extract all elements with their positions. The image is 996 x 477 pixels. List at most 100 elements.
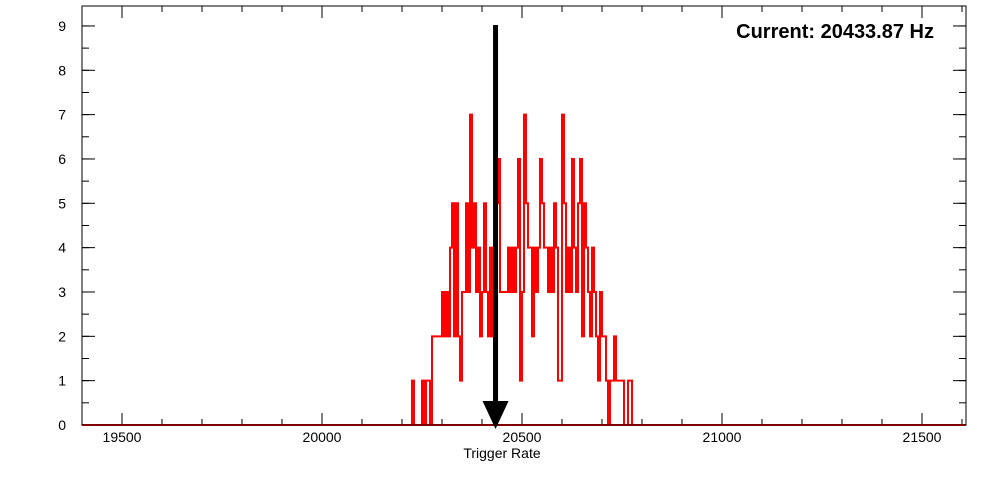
histogram-bin [452,203,454,425]
histogram-outline [411,113,634,426]
histogram-bin [586,248,588,425]
histogram-bin [602,336,604,425]
histogram-bin [480,336,482,425]
histogram-bin [576,292,578,425]
histogram-bin [558,381,560,425]
y-tick-label: 6 [58,151,66,167]
histogram-bin [580,159,582,425]
y-tick-label: 7 [58,107,66,123]
histogram-bin [458,336,460,425]
y-tick-label: 0 [58,417,66,433]
histogram-bin [438,336,440,425]
histogram-bin [582,336,584,425]
y-tick-label: 4 [58,240,66,256]
histogram-bin [522,292,524,425]
histogram-bin [596,336,598,425]
y-tick-label: 5 [58,195,66,211]
histogram-bin [524,115,526,425]
y-tick-label: 2 [58,328,66,344]
histogram-bin [482,292,484,425]
x-axis-title: Trigger Rate [463,445,541,461]
histogram-bin [590,336,592,425]
histogram-bin [474,203,476,425]
histogram-bin [532,336,534,425]
x-tick-label: 20000 [303,429,342,445]
histogram-series [82,113,966,426]
histogram-bin [612,381,614,425]
histogram-bin [528,248,530,425]
histogram-bin [592,248,594,425]
histogram-bin [552,292,554,425]
histogram-bin [472,248,474,425]
histogram-bin [554,203,556,425]
x-tick-label: 20500 [503,429,542,445]
histogram-bin [468,292,470,425]
histogram-bin [560,381,562,425]
histogram-bin [548,292,550,425]
histogram-bin [566,292,568,425]
histogram-bin [616,381,618,425]
histogram-bin [562,115,564,425]
histogram-bin [600,292,602,425]
histogram-bin [422,381,424,425]
histogram-bin [620,381,622,425]
arrow-head [482,401,509,429]
x-tick-label: 21500 [903,429,942,445]
histogram-bin [550,248,552,425]
histogram-bin [432,336,434,425]
histogram-bin [564,203,566,425]
histogram-bin [426,381,428,425]
histogram-bin [490,248,492,425]
histogram-bin [546,248,548,425]
histogram-bin [436,336,438,425]
histogram-bin [512,248,514,425]
plot-frame [81,5,967,426]
x-tick-label: 19500 [103,429,142,445]
histogram-bin [514,292,516,425]
histogram-bin [518,159,520,425]
histogram-bin [572,159,574,425]
histogram-bin [412,381,414,425]
histogram-bin [542,203,544,425]
histogram-bin [618,381,620,425]
histogram-bin [534,248,536,425]
histogram-bin [476,292,478,425]
histogram-bin [520,381,522,425]
histogram-bin [462,292,464,425]
current-rate-label: Current: 20433.87 Hz [736,21,934,43]
histogram-bin [588,292,590,425]
histogram-bin [466,203,468,425]
histogram-bin [538,248,540,425]
histogram-bin [470,115,472,425]
histogram-bin [622,381,624,425]
histogram-bin [584,203,586,425]
histogram-bin [570,292,572,425]
x-tick-label: 21000 [703,429,742,445]
histogram-bin [498,159,500,425]
y-tick-label: 3 [58,284,66,300]
histogram-bin [598,381,600,425]
histogram-bin [450,248,452,425]
histogram-bin [614,336,616,425]
histogram-bin [606,381,608,425]
histogram-bin [460,381,462,425]
histogram-bin [568,248,570,425]
y-tick-labels: 0 1 2 3 4 5 6 7 8 9 [58,18,66,433]
histogram-bin [454,336,456,425]
histogram-bin [448,336,450,425]
x-major-ticks [121,6,923,425]
histogram-bin [578,203,580,425]
histogram-bin [428,381,430,425]
histogram-bin [444,336,446,425]
histogram-bin [484,203,486,425]
histogram-bin [478,248,480,425]
histogram-bin [440,336,442,425]
histogram-bin [540,159,542,425]
histogram-bin [574,248,576,425]
histogram-bin [556,248,558,425]
histogram-bin [516,248,518,425]
histogram-bin [628,381,630,425]
histogram-bin [544,248,546,425]
histogram-bin [526,203,528,425]
